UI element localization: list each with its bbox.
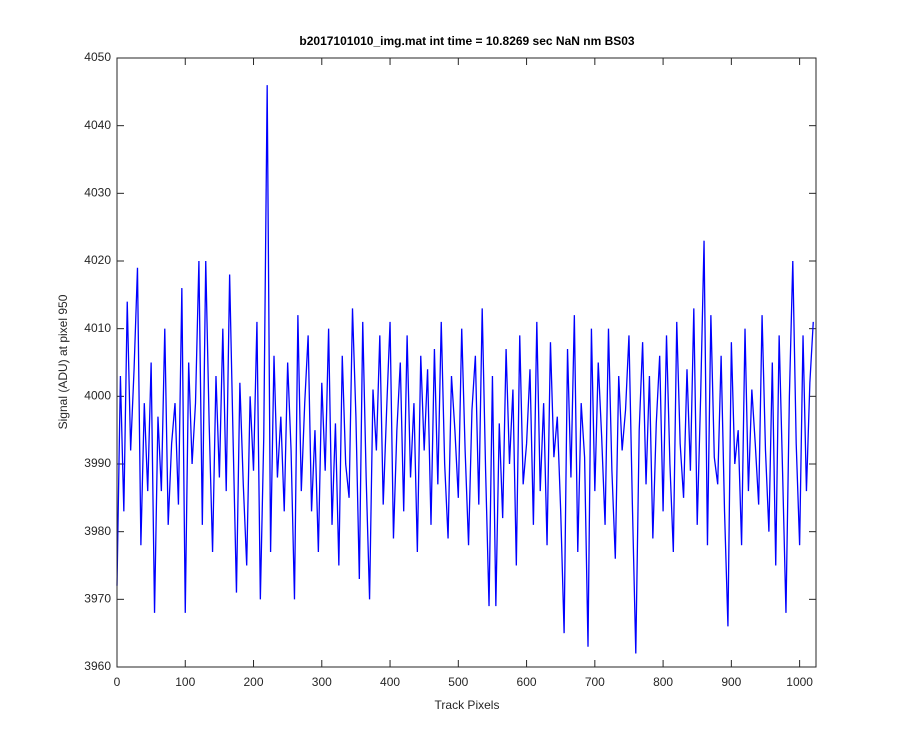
y-tick-label: 4000 bbox=[84, 389, 111, 403]
data-line bbox=[116, 85, 814, 654]
x-tick-label: 400 bbox=[380, 675, 400, 689]
x-tick-label: 500 bbox=[448, 675, 468, 689]
y-axis-label: Signal (ADU) at pixel 950 bbox=[56, 294, 70, 429]
y-tick-label: 3970 bbox=[84, 592, 111, 606]
x-tick-label: 900 bbox=[721, 675, 741, 689]
x-tick-label: 800 bbox=[653, 675, 673, 689]
x-axis-label: Track Pixels bbox=[435, 698, 500, 712]
y-tick-label: 3980 bbox=[84, 524, 111, 538]
y-tick-label: 4020 bbox=[84, 253, 111, 267]
x-tick-label: 600 bbox=[517, 675, 537, 689]
x-tick-label: 200 bbox=[244, 675, 264, 689]
y-tick-label: 4050 bbox=[84, 50, 111, 64]
y-tick-label: 4040 bbox=[84, 118, 111, 132]
y-tick-label: 4010 bbox=[84, 321, 111, 335]
y-tick-label: 3960 bbox=[84, 659, 111, 673]
axes-box bbox=[116, 57, 817, 668]
x-tick-label: 300 bbox=[312, 675, 332, 689]
x-tick-label: 700 bbox=[585, 675, 605, 689]
y-tick-label: 4030 bbox=[84, 186, 111, 200]
y-tick-label: 3990 bbox=[84, 456, 111, 470]
x-tick-label: 0 bbox=[114, 675, 121, 689]
x-tick-label: 100 bbox=[175, 675, 195, 689]
chart-title: b2017101010_img.mat int time = 10.8269 s… bbox=[299, 34, 635, 48]
x-tick-label: 1000 bbox=[786, 675, 813, 689]
